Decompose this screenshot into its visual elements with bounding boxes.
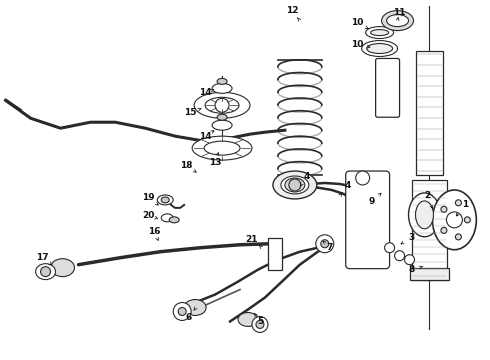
Ellipse shape — [285, 178, 305, 192]
Ellipse shape — [169, 217, 179, 223]
Circle shape — [441, 206, 447, 212]
Ellipse shape — [204, 141, 240, 155]
Ellipse shape — [192, 136, 252, 160]
Text: 12: 12 — [286, 6, 298, 15]
Text: 8: 8 — [408, 265, 415, 274]
Circle shape — [405, 255, 415, 265]
Circle shape — [316, 235, 334, 253]
Bar — [412, 180, 447, 280]
Ellipse shape — [212, 84, 232, 93]
Ellipse shape — [217, 78, 227, 84]
Ellipse shape — [157, 195, 173, 205]
Circle shape — [441, 228, 447, 233]
Circle shape — [289, 179, 301, 191]
Bar — [268, 238, 282, 270]
Ellipse shape — [387, 15, 409, 27]
Text: 20: 20 — [142, 211, 154, 220]
Circle shape — [178, 307, 186, 315]
Text: 2: 2 — [424, 192, 431, 201]
Ellipse shape — [416, 201, 434, 229]
Circle shape — [215, 98, 229, 112]
Ellipse shape — [50, 259, 74, 276]
Ellipse shape — [36, 264, 55, 280]
Ellipse shape — [281, 176, 309, 194]
Ellipse shape — [382, 11, 414, 31]
FancyBboxPatch shape — [376, 58, 399, 117]
Ellipse shape — [273, 171, 317, 199]
Text: 15: 15 — [184, 108, 196, 117]
Circle shape — [394, 251, 405, 261]
Ellipse shape — [362, 41, 397, 57]
Ellipse shape — [205, 97, 239, 113]
Circle shape — [385, 243, 394, 253]
Text: 18: 18 — [180, 161, 193, 170]
Text: 5: 5 — [257, 317, 263, 326]
Text: 9: 9 — [368, 197, 375, 206]
Ellipse shape — [366, 27, 393, 39]
Text: 21: 21 — [245, 235, 258, 244]
Circle shape — [256, 320, 264, 328]
Text: 13: 13 — [209, 158, 221, 167]
Bar — [416, 50, 443, 175]
Text: 7: 7 — [326, 243, 333, 252]
Text: 17: 17 — [36, 253, 49, 262]
Text: 4: 4 — [344, 181, 351, 190]
Ellipse shape — [212, 120, 232, 130]
Text: 10: 10 — [351, 18, 364, 27]
Circle shape — [173, 302, 191, 320]
Ellipse shape — [161, 197, 169, 203]
Circle shape — [455, 200, 462, 206]
Ellipse shape — [161, 214, 173, 222]
Circle shape — [465, 217, 470, 223]
Text: 19: 19 — [142, 193, 154, 202]
Text: 3: 3 — [408, 233, 415, 242]
Circle shape — [455, 234, 462, 240]
Text: 10: 10 — [351, 40, 364, 49]
Ellipse shape — [238, 312, 258, 327]
Bar — [410, 268, 449, 280]
Circle shape — [252, 316, 268, 332]
Text: 4: 4 — [304, 171, 310, 180]
Text: 14: 14 — [199, 132, 211, 141]
Circle shape — [356, 171, 369, 185]
Text: 1: 1 — [462, 201, 468, 210]
Text: 11: 11 — [393, 8, 406, 17]
Ellipse shape — [194, 92, 250, 118]
Circle shape — [41, 267, 50, 276]
Text: 16: 16 — [148, 227, 161, 236]
Circle shape — [446, 212, 463, 228]
Text: 14: 14 — [199, 88, 211, 97]
Ellipse shape — [409, 193, 441, 237]
Ellipse shape — [433, 190, 476, 250]
Circle shape — [321, 240, 329, 248]
Ellipse shape — [367, 44, 392, 54]
Ellipse shape — [370, 30, 389, 36]
Ellipse shape — [184, 300, 206, 315]
Text: 6: 6 — [185, 313, 191, 322]
FancyBboxPatch shape — [346, 171, 390, 269]
Ellipse shape — [217, 114, 227, 120]
